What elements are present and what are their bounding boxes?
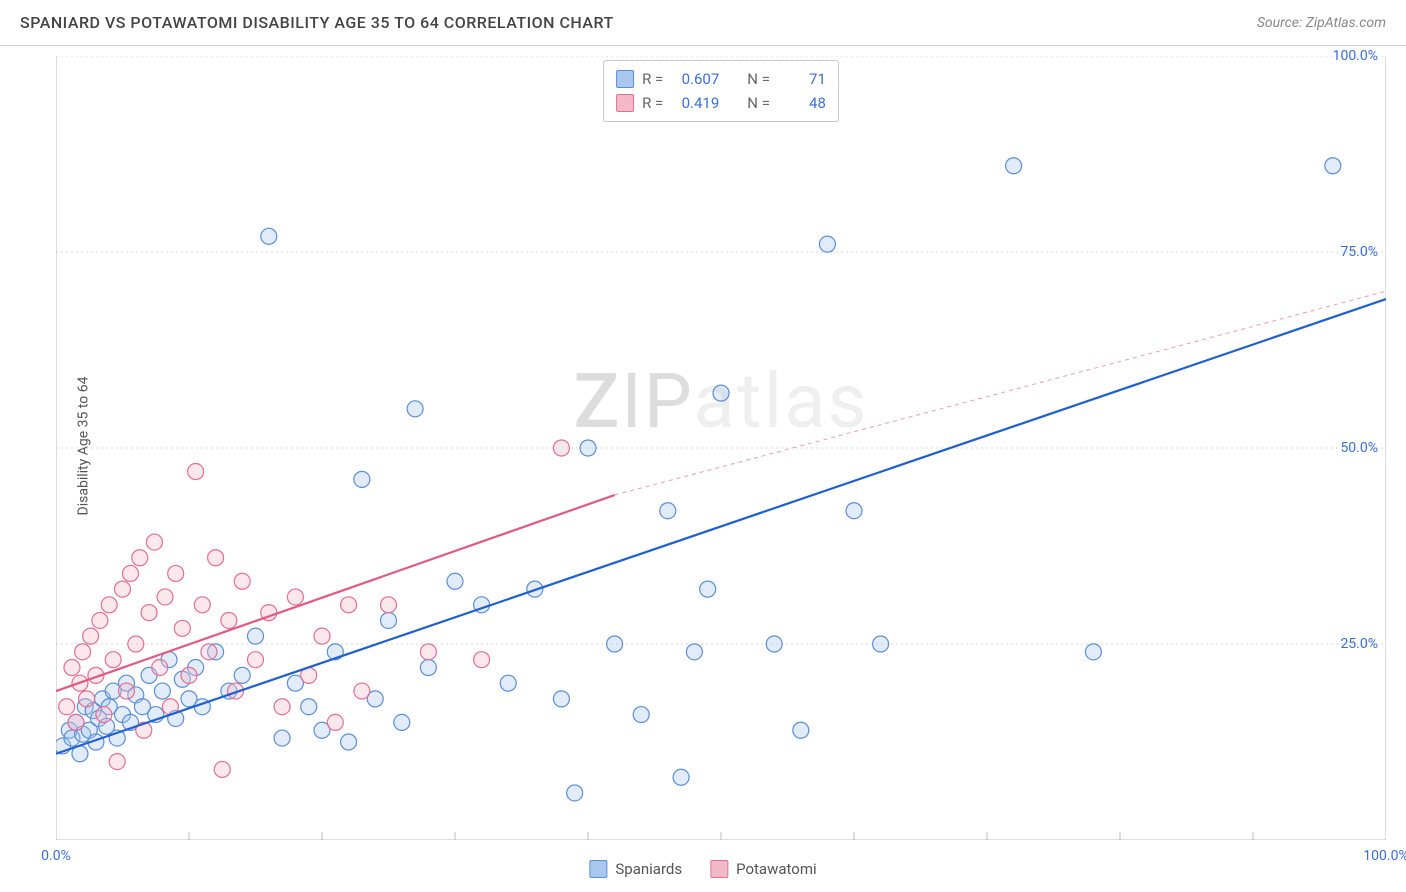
n-label: N = xyxy=(747,91,770,115)
source-attribution: Source: ZipAtlas.com xyxy=(1257,15,1386,31)
r-value-spaniards: 0.607 xyxy=(671,67,719,91)
chart-title: SPANIARD VS POTAWATOMI DISABILITY AGE 35… xyxy=(20,13,614,32)
legend-row-spaniards: R = 0.607 N = 71 xyxy=(616,67,826,91)
x-tick-label: 100.0% xyxy=(1363,848,1406,864)
y-tick-label: 50.0% xyxy=(1340,440,1378,456)
source-prefix: Source: xyxy=(1257,15,1306,31)
n-label: N = xyxy=(747,67,770,91)
swatch-potawatomi-icon xyxy=(616,94,634,112)
r-value-potawatomi: 0.419 xyxy=(671,91,719,115)
legend-item-potawatomi: Potawatomi xyxy=(710,860,817,878)
legend-correlation-box: R = 0.607 N = 71 R = 0.419 N = 48 xyxy=(603,60,839,122)
legend-series: Spaniards Potawatomi xyxy=(589,860,816,878)
r-label: R = xyxy=(642,67,663,91)
legend-row-potawatomi: R = 0.419 N = 48 xyxy=(616,91,826,115)
x-tick-label: 0.0% xyxy=(41,848,71,864)
y-tick-label: 75.0% xyxy=(1340,244,1378,260)
swatch-spaniards-icon xyxy=(616,70,634,88)
header-bar: SPANIARD VS POTAWATOMI DISABILITY AGE 35… xyxy=(0,0,1406,46)
swatch-potawatomi-icon xyxy=(710,860,728,878)
legend-item-spaniards: Spaniards xyxy=(589,860,682,878)
n-value-potawatomi: 48 xyxy=(778,91,826,115)
r-label: R = xyxy=(642,91,663,115)
n-value-spaniards: 71 xyxy=(778,67,826,91)
legend-label-spaniards: Spaniards xyxy=(615,860,682,878)
chart-svg xyxy=(56,56,1386,840)
plot-area: ZIPatlas R = 0.607 N = 71 R = 0.419 N = … xyxy=(56,56,1386,840)
source-name: ZipAtlas.com xyxy=(1306,15,1386,31)
swatch-spaniards-icon xyxy=(589,860,607,878)
y-tick-label: 100.0% xyxy=(1333,48,1378,64)
legend-label-potawatomi: Potawatomi xyxy=(736,860,817,878)
y-tick-label: 25.0% xyxy=(1340,636,1378,652)
